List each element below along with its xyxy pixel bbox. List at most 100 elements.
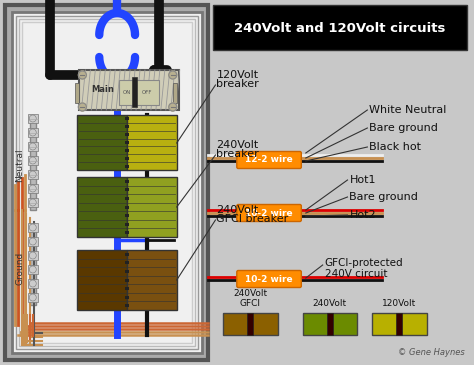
Text: breaker: breaker	[217, 149, 259, 159]
Circle shape	[169, 103, 177, 111]
Bar	[125, 231, 129, 234]
Text: breaker: breaker	[217, 79, 259, 89]
Circle shape	[29, 157, 36, 164]
Bar	[125, 261, 129, 264]
Circle shape	[29, 280, 36, 287]
Circle shape	[29, 185, 36, 192]
Bar	[28, 237, 38, 246]
Bar	[28, 142, 38, 151]
Bar	[28, 128, 38, 137]
Text: 240Volt
GFCI: 240Volt GFCI	[233, 289, 267, 308]
Bar	[125, 296, 129, 299]
Bar	[125, 180, 129, 183]
Bar	[125, 270, 129, 273]
Circle shape	[29, 199, 36, 206]
Bar	[125, 157, 129, 160]
Bar	[77, 250, 127, 310]
Bar	[125, 223, 129, 226]
Bar	[125, 278, 129, 281]
Circle shape	[29, 115, 36, 122]
Text: OFF: OFF	[142, 91, 152, 96]
Bar	[127, 115, 177, 170]
Bar	[16, 16, 198, 349]
Bar	[22, 22, 191, 343]
Text: Bare ground: Bare ground	[369, 123, 438, 133]
Text: 240V circuit: 240V circuit	[325, 269, 387, 279]
Text: Hot2: Hot2	[349, 210, 376, 220]
Bar	[28, 223, 38, 232]
Text: 240Volt: 240Volt	[312, 299, 346, 308]
Circle shape	[29, 171, 36, 178]
Bar	[125, 118, 129, 120]
Bar	[125, 133, 129, 136]
Bar	[327, 313, 333, 335]
Circle shape	[29, 143, 36, 150]
Circle shape	[29, 224, 36, 231]
Bar	[127, 177, 177, 237]
Bar	[28, 293, 38, 302]
Text: Bare ground: Bare ground	[349, 192, 419, 202]
Bar	[28, 114, 38, 123]
Text: Main: Main	[91, 85, 114, 95]
Text: 120Volt: 120Volt	[382, 299, 416, 308]
Bar	[303, 313, 357, 335]
Text: © Gene Haynes: © Gene Haynes	[398, 348, 465, 357]
Bar	[125, 287, 129, 290]
Bar	[125, 253, 129, 256]
Text: GFCI-protected: GFCI-protected	[325, 258, 403, 268]
Bar	[125, 188, 129, 191]
Bar	[125, 304, 129, 307]
Bar	[28, 156, 38, 165]
Bar	[28, 265, 38, 274]
Text: GFCI breaker: GFCI breaker	[217, 214, 289, 224]
Bar	[125, 165, 129, 168]
Text: Black hot: Black hot	[369, 142, 421, 152]
Bar	[125, 141, 129, 144]
Circle shape	[29, 294, 36, 301]
Bar	[28, 279, 38, 288]
Bar	[119, 80, 159, 105]
Circle shape	[29, 266, 36, 273]
FancyBboxPatch shape	[237, 204, 301, 222]
Bar	[30, 120, 36, 210]
Bar	[19, 19, 195, 346]
Bar	[396, 313, 402, 335]
Bar	[125, 125, 129, 128]
Bar	[173, 83, 177, 103]
Circle shape	[29, 252, 36, 259]
Bar	[12, 12, 201, 353]
Bar	[125, 197, 129, 200]
Bar	[30, 230, 36, 305]
Bar	[28, 184, 38, 193]
Bar	[75, 83, 80, 103]
Circle shape	[169, 71, 177, 79]
Bar	[77, 177, 127, 237]
Circle shape	[78, 71, 86, 79]
Bar	[28, 251, 38, 260]
Text: 240Volt and 120Volt circuits: 240Volt and 120Volt circuits	[234, 22, 445, 35]
Text: 240Volt: 240Volt	[217, 140, 259, 150]
Bar	[28, 170, 38, 179]
Bar	[125, 214, 129, 217]
Text: Hot1: Hot1	[349, 175, 376, 185]
Bar	[80, 70, 179, 110]
Bar	[125, 149, 129, 152]
Text: Neutral: Neutral	[15, 148, 24, 182]
FancyBboxPatch shape	[237, 151, 301, 169]
Text: White Neutral: White Neutral	[369, 105, 447, 115]
Text: 12-2 wire: 12-2 wire	[245, 155, 293, 165]
FancyBboxPatch shape	[237, 270, 301, 288]
Bar	[28, 198, 38, 207]
Text: 240Volt: 240Volt	[217, 205, 259, 215]
Bar	[77, 115, 127, 170]
Bar	[247, 313, 253, 335]
Bar	[5, 5, 209, 360]
Bar	[125, 205, 129, 208]
Bar	[127, 250, 177, 310]
Bar	[372, 313, 427, 335]
Bar	[132, 77, 137, 107]
Bar	[223, 313, 278, 335]
Text: 10-2 wire: 10-2 wire	[245, 274, 293, 284]
Text: 120Volt: 120Volt	[217, 70, 259, 80]
Text: Ground: Ground	[15, 251, 24, 285]
